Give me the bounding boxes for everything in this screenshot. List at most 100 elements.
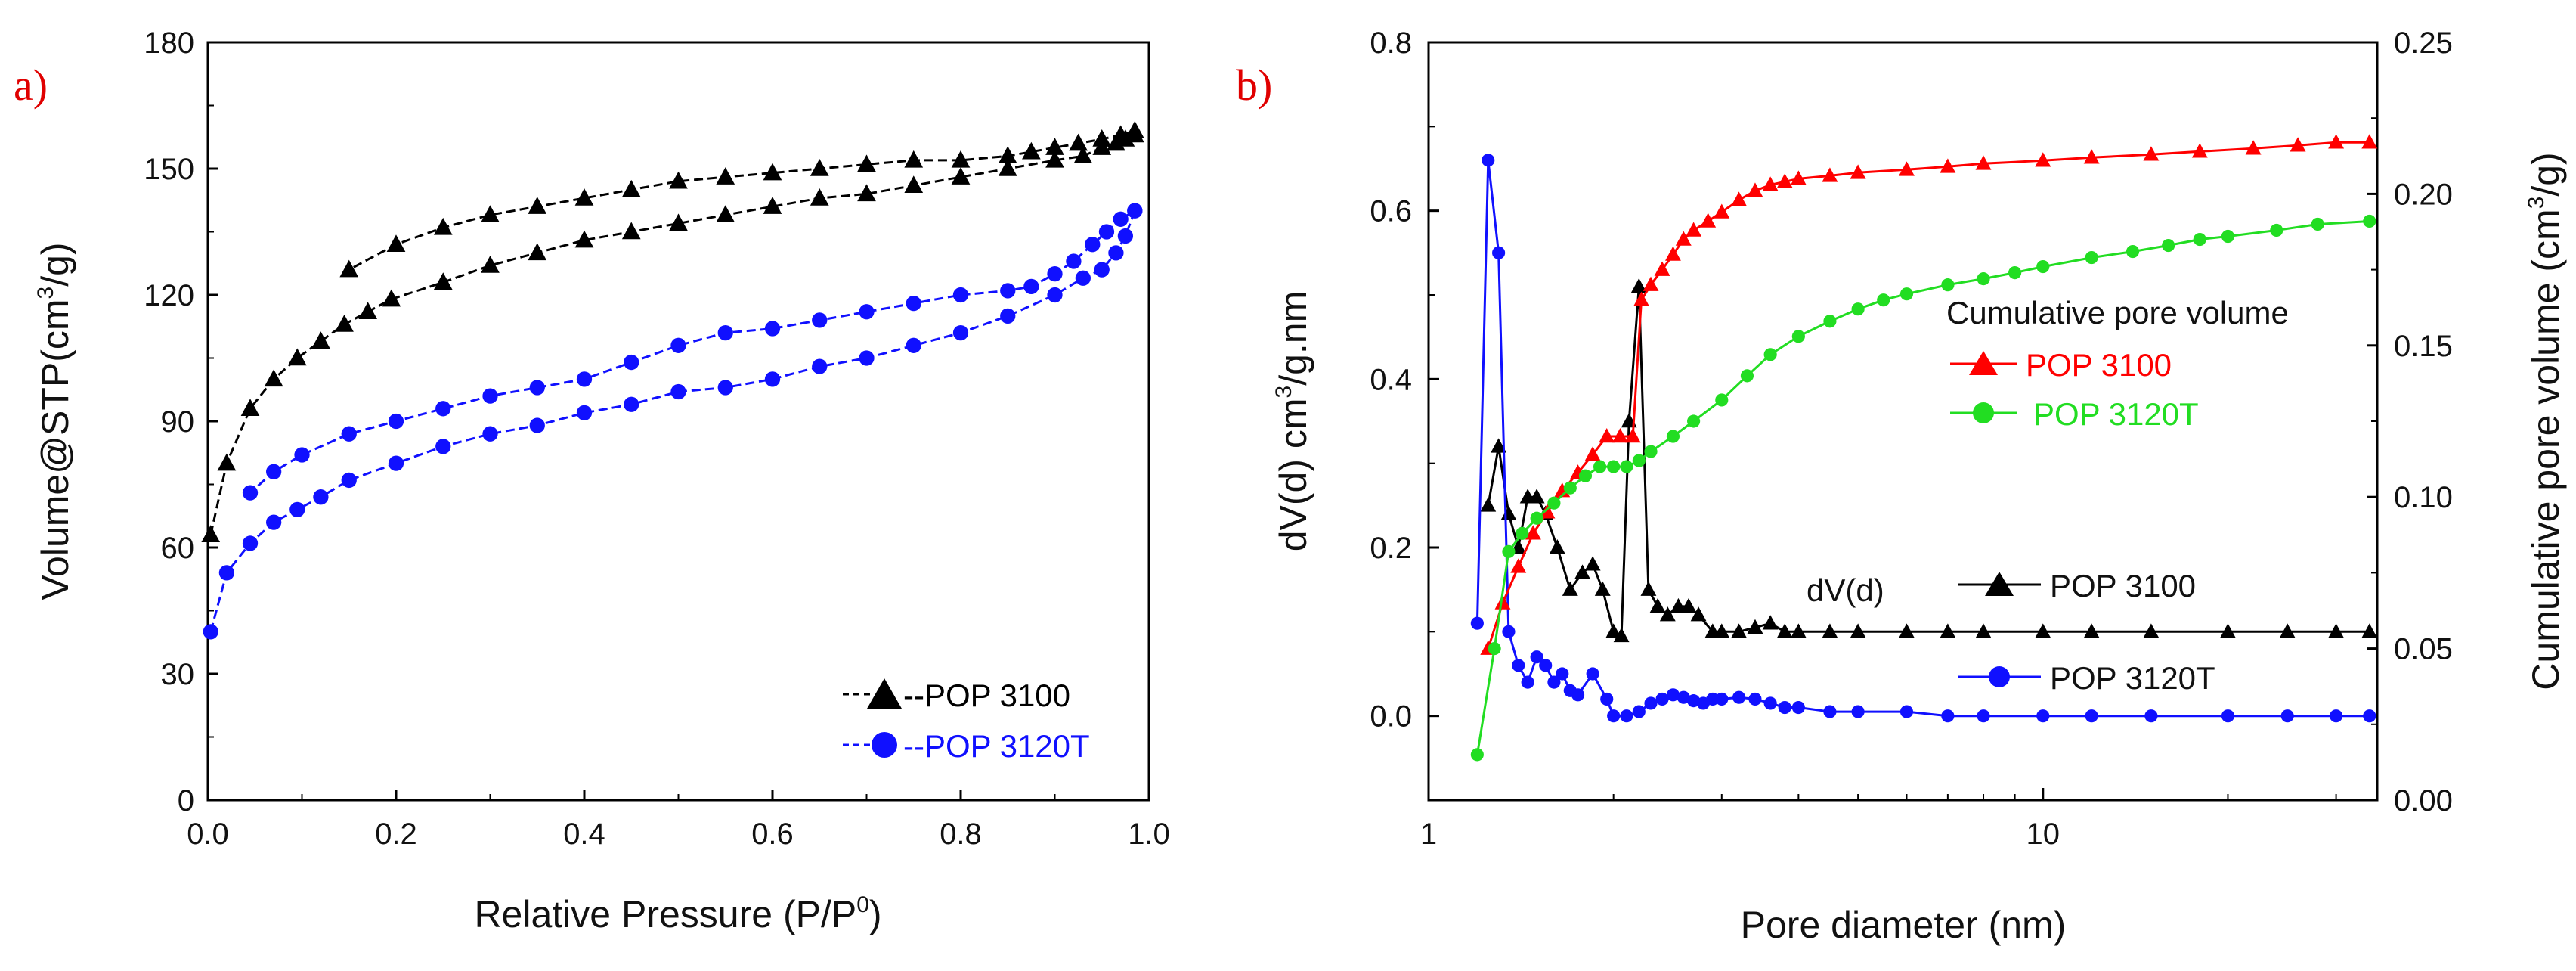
a-series-1-desorption-line (249, 209, 1136, 494)
b-y2tick-label: 0.15 (2394, 330, 2453, 363)
b-dvd-1-point (1655, 692, 1669, 706)
b-cum-1-point (2008, 266, 2022, 280)
a-series-0-desorption-point (951, 150, 971, 168)
b-cum-1-point (2126, 244, 2140, 259)
b-cum-0-point (1747, 182, 1763, 197)
a-series-1-desorption-point (529, 380, 545, 396)
a-series-1-adsorption-point (1094, 262, 1110, 278)
b-y2tick-label: 0.00 (2394, 784, 2453, 817)
b-dvd-0-point (1491, 438, 1507, 453)
legend-b-marker-dvd-pop3100 (1985, 572, 2014, 596)
a-series-0-desorption-point (763, 163, 782, 181)
b-cum-1-point (1502, 544, 1516, 558)
b-dvd-0-point (1975, 623, 1992, 638)
b-cum-1-point (2036, 260, 2050, 274)
a-xtick-label: 0.4 (563, 817, 605, 851)
a-series-0-desorption-point (528, 197, 547, 214)
panel-b-ticks: 1 10 0.0 0.2 0.4 0.6 0.8 0.00 0.05 0.10 0.15 0.20 0.… (1370, 26, 2452, 851)
b-dvd-1-point (1571, 688, 1585, 702)
panel-b-label: b) (1236, 60, 1272, 110)
b-cum-0-point (1700, 213, 1717, 228)
b-cum-1-point (1715, 393, 1729, 407)
b-cum-0-point (1624, 428, 1641, 443)
b-cum-0-point (2290, 137, 2306, 152)
b-dvd-1-point (1539, 659, 1553, 672)
b-cum-0-point (1612, 428, 1628, 443)
a-series-1-adsorption-point (1000, 308, 1016, 324)
a-series-0-adsorption-point (857, 184, 876, 202)
a-series-1-adsorption-point (1108, 245, 1124, 261)
b-cum-1-point (2193, 232, 2206, 247)
b-dvd-1-point (2330, 709, 2343, 723)
b-cum-0-point (1599, 428, 1615, 443)
legend-b-cumulative-title: Cumulative pore volume (1946, 295, 2289, 330)
b-y2tick-label: 0.20 (2394, 178, 2453, 211)
a-series-0-desorption-point (716, 167, 735, 185)
b-dvd-0-point (1613, 627, 1630, 643)
a-series-0-desorption-point (1125, 120, 1144, 138)
b-cum-0-point (1822, 167, 1838, 182)
b-dvd-0-point (1584, 556, 1601, 571)
a-series-1-adsorption-point (242, 535, 259, 551)
b-cum-0-line (1487, 141, 2370, 650)
b-cum-0-point (1539, 504, 1556, 519)
a-series-0-desorption-point (1022, 141, 1041, 160)
a-series-1-adsorption-point (313, 489, 329, 505)
b-cum-1-point (1740, 369, 1754, 383)
b-cum-0-point (2191, 143, 2208, 158)
a-series-1-adsorption-point (1117, 228, 1134, 244)
b-dvd-1-point (1521, 675, 1534, 689)
a-series-0-adsorption-point (382, 289, 401, 307)
b-cum-0-point (1686, 222, 1702, 237)
b-cum-1-point (1530, 511, 1543, 525)
b-cum-1-point (1578, 469, 1593, 482)
b-dvd-1-point (1666, 688, 1680, 702)
a-xtick-label: 0.0 (187, 817, 229, 851)
a-xtick-label: 0.2 (375, 817, 417, 851)
a-series-1-adsorption-point (717, 380, 733, 396)
a-series-1-desorption-point (952, 287, 969, 303)
b-cum-0-point (2143, 146, 2160, 161)
b-dvd-0-point (2361, 623, 2378, 638)
b-y2tick-label: 0.05 (2394, 633, 2453, 666)
legend-a-label-pop3100: --POP 3100 (903, 678, 1070, 713)
b-cum-0-point (1762, 176, 1779, 191)
a-series-1-adsorption-point (1047, 287, 1063, 303)
a-series-0-desorption-point (1111, 125, 1130, 143)
b-dvd-1-point (1644, 696, 1658, 710)
a-series-1-adsorption-point (952, 324, 969, 341)
a-series-0-adsorption-point (763, 197, 782, 214)
a-series-1-desorption-point (717, 324, 733, 341)
b-cum-1-point (1877, 293, 1890, 307)
b-dvd-1-point (1748, 692, 1762, 706)
b-dvd-1-point (2085, 709, 2098, 723)
a-series-1-adsorption-point (341, 472, 357, 489)
panel-b-series (1470, 134, 2378, 762)
b-dvd-1-point (2221, 709, 2235, 723)
b-dvd-0-point (1630, 278, 1647, 293)
a-series-0-adsorption-point (810, 188, 829, 206)
legend-b-marker-dvd-pop3120t (1989, 666, 2010, 687)
b-cum-1-point (1899, 287, 1914, 301)
b-ytick-label: 0.0 (1370, 700, 1412, 734)
b-dvd-1-point (1706, 692, 1720, 706)
a-series-1-desorption-point (242, 485, 259, 501)
b-cum-0-point (1494, 594, 1511, 610)
b-dvd-0-point (2279, 623, 2296, 638)
b-dvd-1-point (1620, 709, 1633, 723)
a-series-0-adsorption-point (217, 453, 237, 471)
a-series-0-adsorption-point (264, 369, 283, 387)
b-dvd-0-point (1528, 489, 1545, 504)
b-cum-0-point (1554, 482, 1571, 498)
a-series-1-adsorption-point (218, 565, 235, 581)
b-dvd-0-point (1594, 581, 1611, 596)
b-cum-0-point (2361, 134, 2378, 149)
a-series-0-adsorption-point (358, 302, 377, 320)
a-series-0-desorption-point (1069, 133, 1088, 151)
b-cum-1-point (1644, 445, 1658, 458)
b-dvd-1-point (1482, 154, 1495, 167)
b-cum-1-point (1632, 454, 1646, 467)
b-cum-0-point (1664, 246, 1681, 261)
b-dvd-0-point (1640, 581, 1657, 596)
